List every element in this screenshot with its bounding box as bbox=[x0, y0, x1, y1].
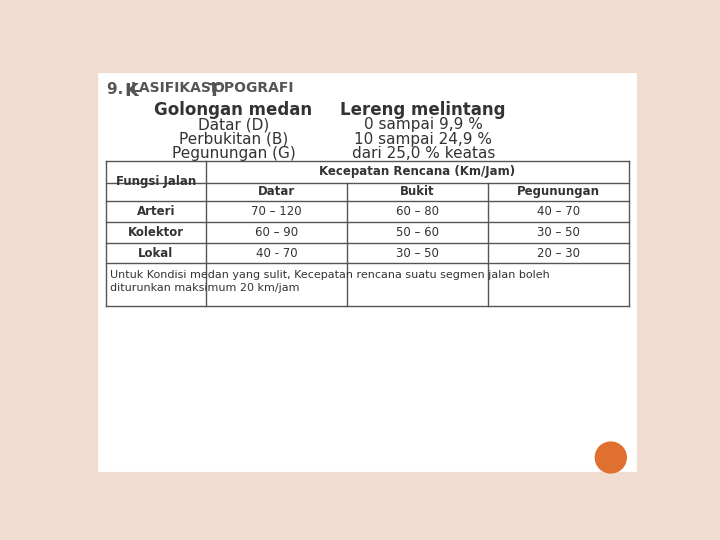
Text: 40 - 70: 40 - 70 bbox=[256, 247, 297, 260]
Text: 50 – 60: 50 – 60 bbox=[396, 226, 439, 239]
Text: T: T bbox=[202, 82, 220, 100]
Text: 40 – 70: 40 – 70 bbox=[536, 205, 580, 218]
Text: Perbukitan (B): Perbukitan (B) bbox=[179, 132, 288, 147]
Text: LASIFIKASI: LASIFIKASI bbox=[131, 81, 217, 95]
Text: 30 – 50: 30 – 50 bbox=[396, 247, 439, 260]
Text: diturunkan maksimum 20 km/jam: diturunkan maksimum 20 km/jam bbox=[110, 284, 300, 293]
Text: Arteri: Arteri bbox=[137, 205, 175, 218]
Text: K: K bbox=[124, 82, 138, 100]
Text: 60 – 90: 60 – 90 bbox=[255, 226, 298, 239]
Text: 60 – 80: 60 – 80 bbox=[396, 205, 439, 218]
Text: Datar (D): Datar (D) bbox=[198, 117, 269, 132]
Circle shape bbox=[595, 442, 626, 473]
Text: 70 – 120: 70 – 120 bbox=[251, 205, 302, 218]
Text: Kolektor: Kolektor bbox=[128, 226, 184, 239]
Text: Lereng melintang: Lereng melintang bbox=[341, 101, 506, 119]
Text: Pegunungan (G): Pegunungan (G) bbox=[171, 146, 295, 161]
Text: Datar: Datar bbox=[258, 185, 295, 198]
Text: 9.: 9. bbox=[107, 82, 129, 97]
Text: Pegunungan: Pegunungan bbox=[517, 185, 600, 198]
Text: 0 sampai 9,9 %: 0 sampai 9,9 % bbox=[364, 117, 482, 132]
Text: Kecepatan Rencana (Km/Jam): Kecepatan Rencana (Km/Jam) bbox=[320, 165, 516, 178]
Text: OPOGRAFI: OPOGRAFI bbox=[212, 81, 294, 95]
Text: Fungsi Jalan: Fungsi Jalan bbox=[116, 174, 196, 187]
Text: Untuk Kondisi medan yang sulit, Kecepatan rencana suatu segmen jalan boleh: Untuk Kondisi medan yang sulit, Kecepata… bbox=[110, 269, 550, 280]
Text: 10 sampai 24,9 %: 10 sampai 24,9 % bbox=[354, 132, 492, 147]
Text: Bukit: Bukit bbox=[400, 185, 435, 198]
Text: Lokal: Lokal bbox=[138, 247, 174, 260]
Text: dari 25,0 % keatas: dari 25,0 % keatas bbox=[351, 146, 495, 161]
Text: 20 – 30: 20 – 30 bbox=[536, 247, 580, 260]
Text: 30 – 50: 30 – 50 bbox=[537, 226, 580, 239]
Text: Golongan medan: Golongan medan bbox=[154, 101, 312, 119]
